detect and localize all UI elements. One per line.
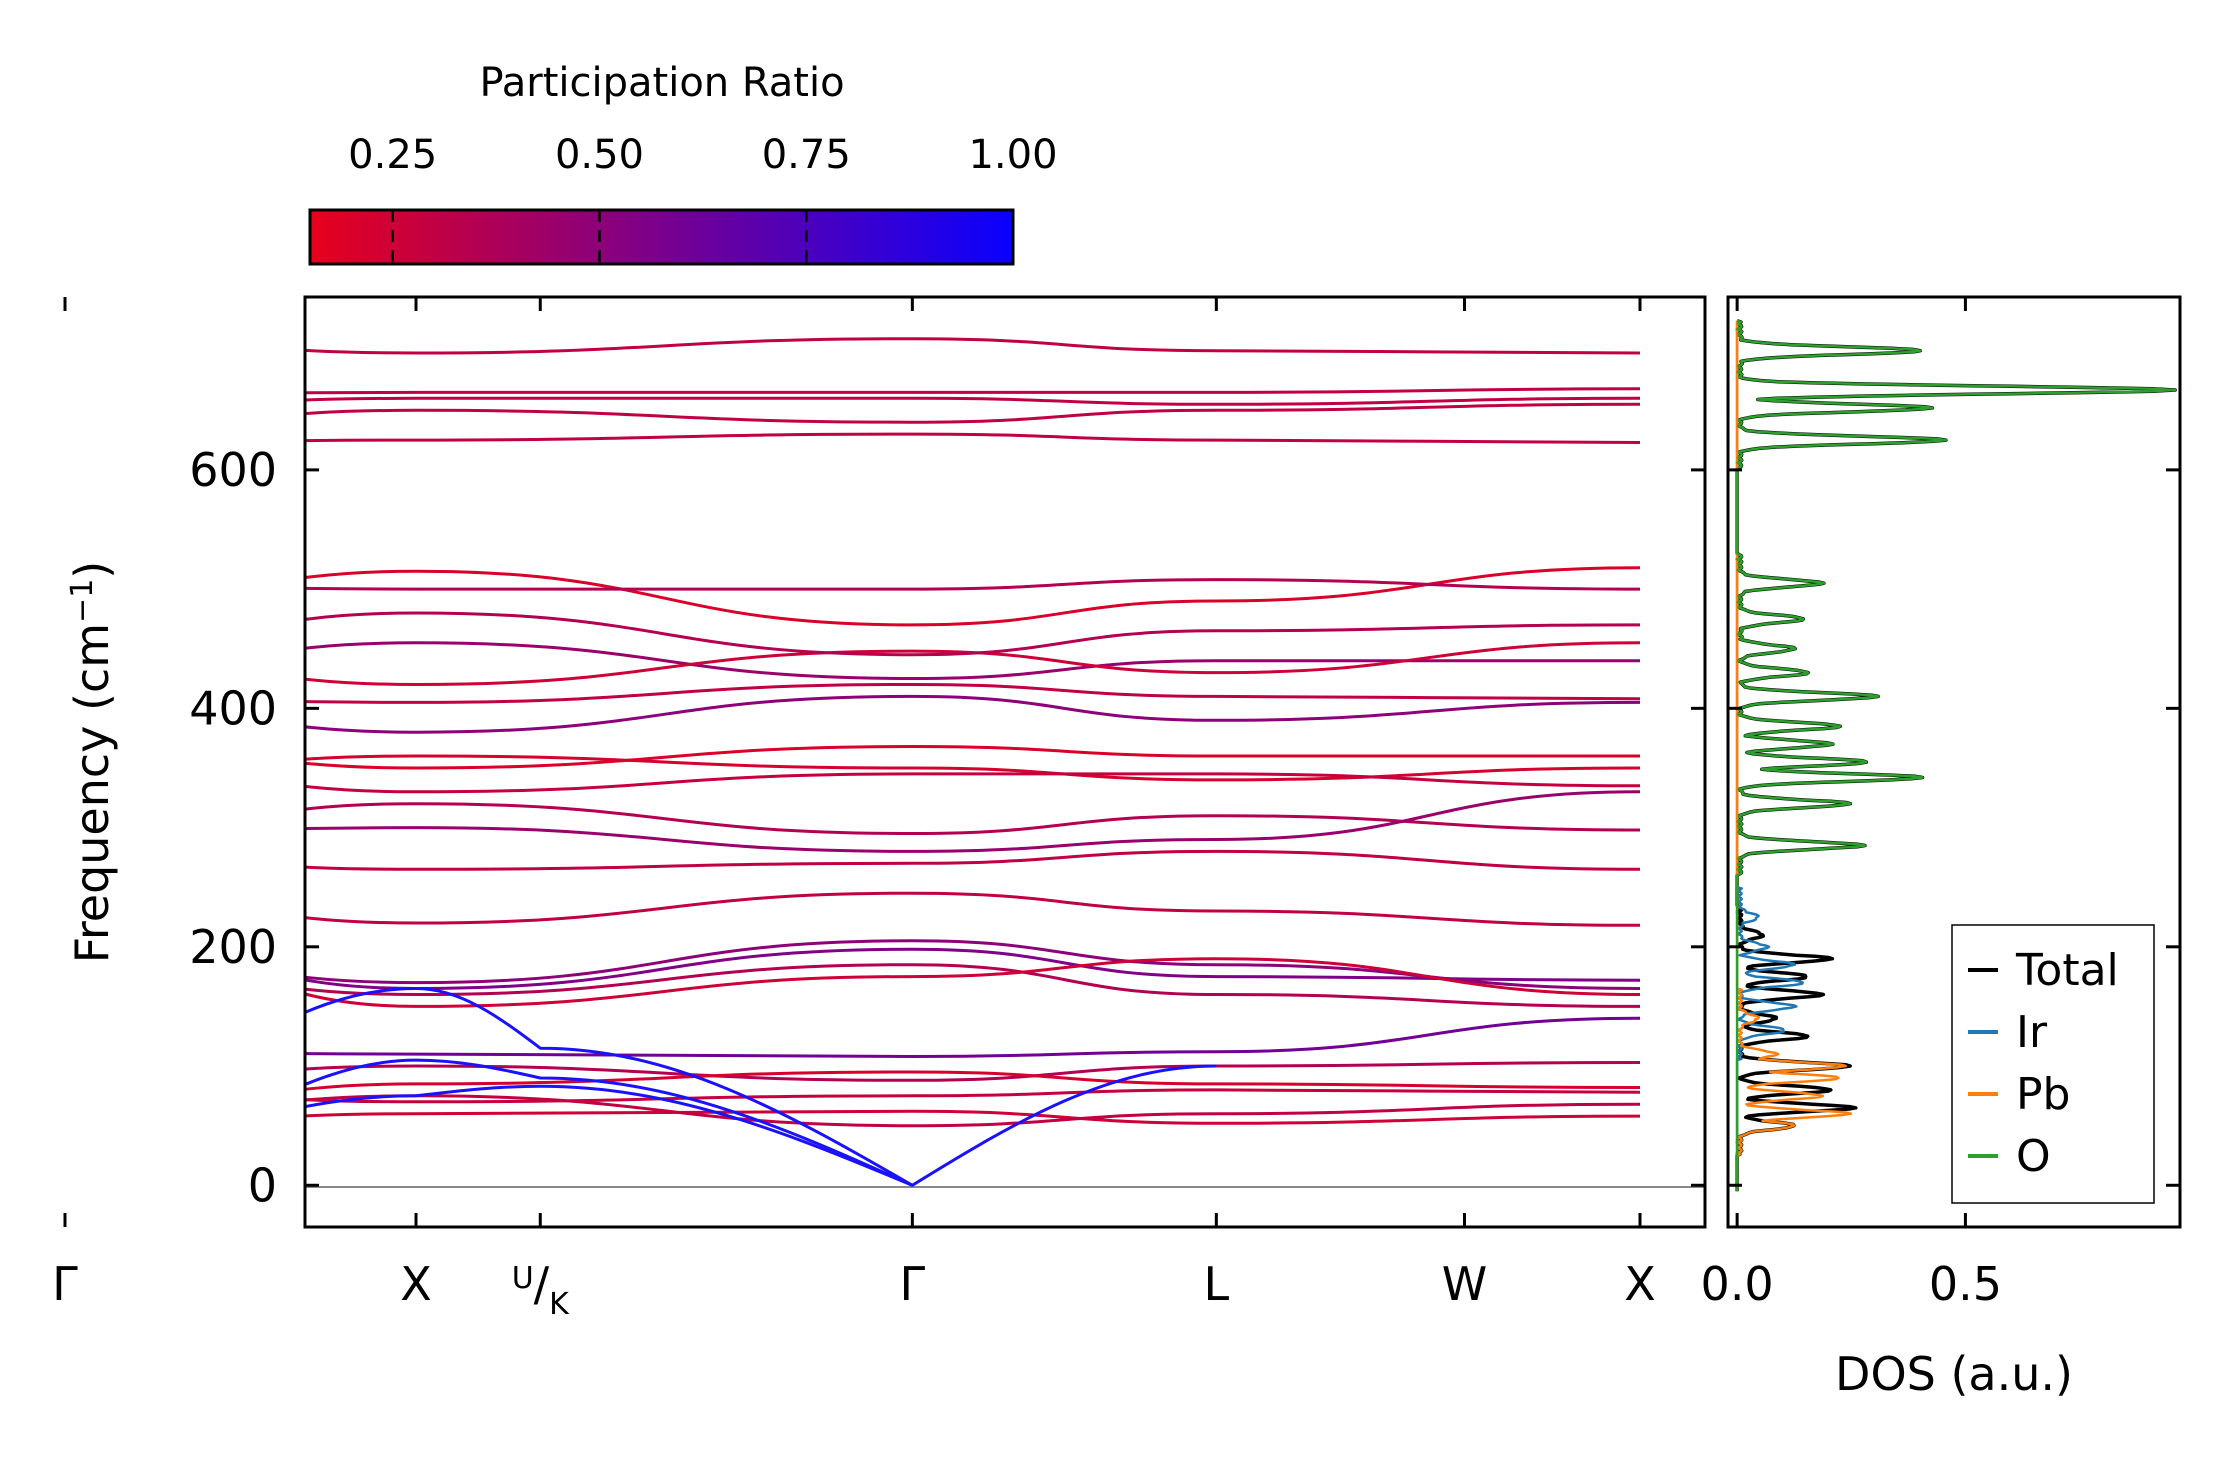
optical-branch <box>305 957 1641 1008</box>
optical-branch <box>305 891 1641 927</box>
legend-label-ir: Ir <box>2016 1007 2048 1058</box>
dos-plot: 0.0 0.5 DOS (a.u.) Total Ir Pb O <box>1701 295 2182 1401</box>
y-tick-label: 0 <box>248 1158 277 1212</box>
colorbar-gradient <box>308 208 1015 266</box>
k-label: X <box>400 1257 432 1311</box>
optical-branch <box>305 849 1641 871</box>
dos-x-axis-label: DOS (a.u.) <box>1835 1347 2073 1401</box>
dos-x-tick-label: 0.0 <box>1701 1257 1774 1311</box>
optical-branch <box>305 682 1641 704</box>
colorbar-title: Participation Ratio <box>479 60 844 106</box>
optical-branch <box>305 396 1641 406</box>
optical-branch <box>305 963 1641 1008</box>
optical-branch <box>305 566 1641 627</box>
dos-frame <box>1726 295 2182 1229</box>
dos-series-o <box>1735 319 2177 1192</box>
dos-series-pb <box>1735 320 1853 1192</box>
y-tick-label: 400 <box>189 681 277 735</box>
optical-branch <box>305 611 1641 657</box>
k-label: Γ <box>52 1257 78 1311</box>
optical-branch <box>305 1070 1641 1091</box>
optical-branch <box>305 1016 1641 1059</box>
legend-label-pb: Pb <box>2016 1069 2070 1120</box>
optical-branch <box>305 641 1641 687</box>
colorbar-tick-label: 1.00 <box>968 132 1057 178</box>
colorbar-tick-label: 0.50 <box>555 132 644 178</box>
optical-branch <box>305 402 1641 424</box>
optical-branch <box>305 744 1640 770</box>
k-label: Γ <box>900 1257 926 1311</box>
acoustic-branch <box>305 1084 913 1187</box>
optical-branch <box>305 790 1641 853</box>
y-tick-label: 600 <box>189 443 277 497</box>
optical-branch <box>305 802 1641 836</box>
k-label: U/K <box>512 1257 570 1322</box>
band-structure-plot: 0 200 400 600 Γ X U/K Γ L W X Frequency (cm−1) <box>52 295 1707 1322</box>
optical-branch <box>305 641 1640 681</box>
colorbar: Participation Ratio 0.25 0.50 0.75 1.00 <box>308 60 1058 266</box>
k-label: L <box>1204 1257 1230 1311</box>
legend-label-o: O <box>2016 1131 2051 1182</box>
optical-branch <box>305 754 1641 782</box>
legend: Total Ir Pb O <box>1951 924 2155 1204</box>
k-label: X <box>1624 1257 1656 1311</box>
y-tick-label: 200 <box>189 920 277 974</box>
optical-branch <box>305 947 1641 991</box>
band-frame <box>303 295 1707 1229</box>
optical-branch <box>305 578 1641 591</box>
acoustic-branch <box>305 986 1217 1188</box>
optical-branch <box>305 1109 1641 1125</box>
acoustic-branch <box>305 1058 913 1187</box>
k-label: W <box>1442 1257 1487 1311</box>
optical-branch <box>305 432 1641 444</box>
colorbar-tick-label: 0.75 <box>762 132 851 178</box>
optical-branch <box>305 1094 1641 1128</box>
optical-branch <box>305 1061 1641 1082</box>
legend-label-total: Total <box>2015 945 2119 996</box>
dos-x-tick-label: 0.5 <box>1929 1257 2002 1311</box>
y-axis-label: Frequency (cm−1) <box>65 561 119 964</box>
optical-branch <box>305 939 1641 990</box>
optical-branch <box>305 772 1641 794</box>
colorbar-tick-label: 0.25 <box>348 132 437 178</box>
optical-branch <box>305 387 1641 395</box>
optical-branch <box>305 1088 1641 1104</box>
optical-branch <box>305 694 1641 734</box>
optical-branch <box>305 337 1641 355</box>
